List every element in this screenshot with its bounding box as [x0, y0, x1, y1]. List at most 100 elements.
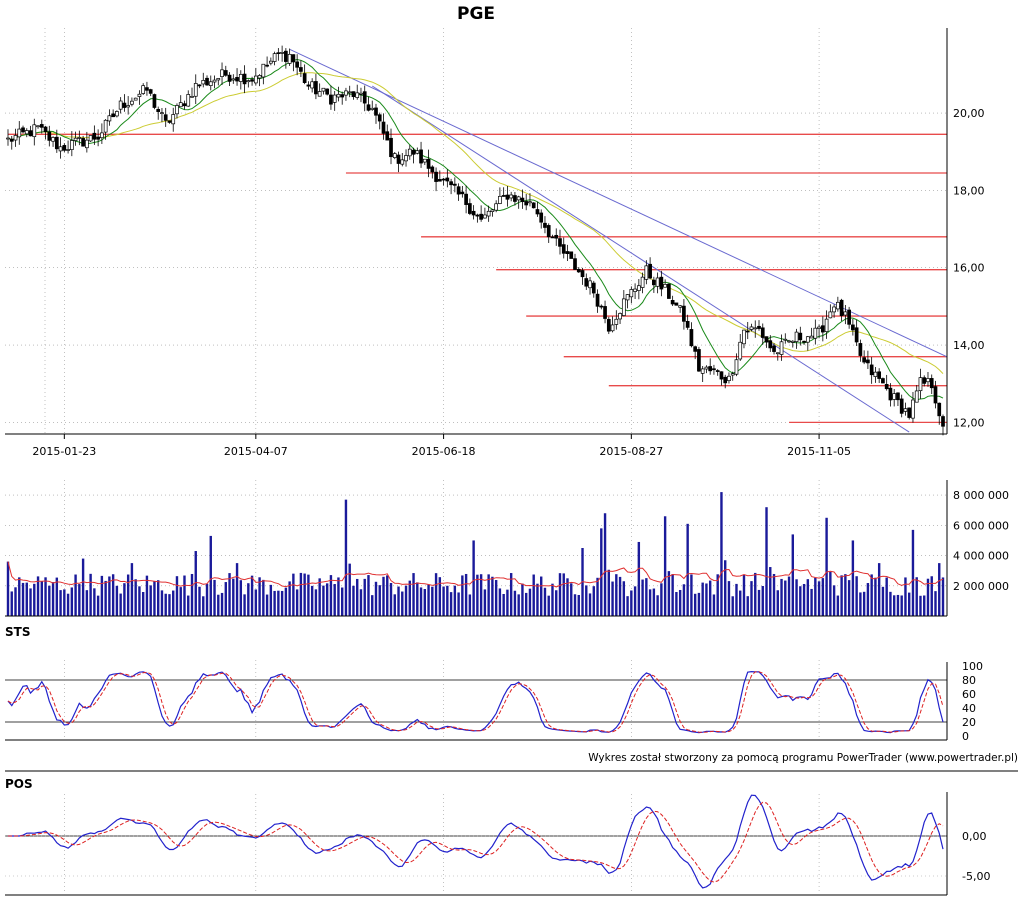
- volume-bar: [754, 572, 757, 616]
- sts-ytick-label: 40: [962, 702, 976, 715]
- volume-bar: [220, 592, 224, 616]
- candle-body: [362, 91, 367, 104]
- candle: [374, 103, 378, 124]
- candle-body: [543, 222, 547, 228]
- candle-body: [411, 149, 416, 155]
- volume-bar: [198, 586, 201, 616]
- candle-body: [738, 341, 743, 360]
- candle-body: [118, 100, 123, 110]
- volume-bar: [479, 574, 483, 616]
- candle: [914, 385, 919, 403]
- volume-bar: [524, 592, 528, 616]
- volume-bar: [100, 575, 104, 616]
- candle: [847, 306, 851, 329]
- volume-bar: [814, 577, 817, 616]
- volume-bar: [885, 577, 888, 616]
- candle: [828, 304, 833, 319]
- candle: [145, 81, 149, 96]
- candle: [573, 253, 577, 270]
- candle: [881, 377, 885, 384]
- volume-bar: [641, 579, 644, 616]
- volume-bar: [656, 595, 659, 616]
- candle: [693, 345, 698, 360]
- candle: [13, 128, 18, 147]
- volume-bar: [825, 517, 828, 616]
- volume-bar: [356, 578, 359, 616]
- price-xtick-label: 2015-01-23: [32, 445, 96, 458]
- volume-bar: [314, 589, 318, 616]
- candle: [205, 75, 209, 86]
- volume-bar: [881, 586, 885, 616]
- candle-body: [122, 102, 127, 108]
- candle: [704, 365, 709, 374]
- candle: [779, 334, 784, 361]
- volume-bar: [393, 594, 396, 616]
- candle: [892, 389, 897, 407]
- volume-bar: [401, 591, 404, 616]
- candle: [426, 149, 431, 178]
- candle: [824, 310, 829, 339]
- candle-body: [344, 90, 348, 96]
- candle-body: [21, 127, 25, 133]
- candle: [246, 79, 251, 88]
- candle: [280, 45, 284, 62]
- candle: [242, 65, 247, 94]
- volume-bar: [18, 577, 21, 616]
- candle: [253, 67, 258, 86]
- candle-body: [265, 64, 269, 67]
- candle-body: [933, 386, 938, 404]
- volume-bar: [224, 582, 227, 616]
- volume-bar: [408, 580, 411, 616]
- candle: [430, 165, 435, 179]
- candle-body: [73, 137, 78, 141]
- candle: [261, 63, 266, 85]
- candle-body: [862, 357, 866, 363]
- candle: [47, 125, 52, 147]
- sts-ytick-label: 100: [962, 660, 983, 673]
- candle-body: [625, 294, 630, 301]
- volume-bar: [108, 576, 111, 616]
- volume-bar: [701, 582, 704, 616]
- volume-bar: [397, 586, 400, 616]
- price-xtick-label: 2015-08-27: [599, 445, 663, 458]
- volume-bar: [558, 573, 562, 616]
- candle-body: [918, 377, 923, 392]
- candle-body: [783, 338, 788, 341]
- candle-body: [535, 209, 540, 215]
- volume-bar: [81, 558, 85, 616]
- candle: [911, 392, 915, 423]
- candle-body: [494, 203, 499, 211]
- candle-body: [505, 194, 510, 200]
- candle: [9, 135, 14, 150]
- candle-body: [208, 81, 213, 86]
- volume-bar: [235, 563, 239, 616]
- volume-bar: [682, 584, 686, 616]
- candle-body: [881, 378, 885, 384]
- candle: [269, 57, 273, 66]
- candle: [175, 103, 179, 119]
- volume-ytick-label: 2 000 000: [953, 580, 1009, 593]
- candle: [197, 84, 202, 89]
- candle: [291, 54, 296, 72]
- candle-body: [381, 121, 386, 134]
- candle-body: [43, 126, 48, 133]
- candle-body: [471, 210, 476, 216]
- candle: [648, 257, 652, 280]
- candle: [862, 350, 866, 365]
- candle-body: [220, 69, 224, 77]
- volume-bar: [123, 583, 126, 616]
- candle: [302, 64, 307, 85]
- candle: [422, 158, 427, 166]
- candle-body: [152, 94, 157, 108]
- candle-body: [449, 181, 453, 186]
- candle-body: [190, 96, 194, 98]
- candle: [69, 131, 74, 157]
- candle-body: [836, 301, 840, 310]
- candle: [415, 147, 420, 155]
- candle: [561, 237, 566, 259]
- candle: [377, 112, 382, 130]
- volume-bar: [104, 580, 107, 616]
- candle: [66, 140, 70, 154]
- candle-body: [351, 91, 356, 98]
- candle-body: [366, 104, 371, 111]
